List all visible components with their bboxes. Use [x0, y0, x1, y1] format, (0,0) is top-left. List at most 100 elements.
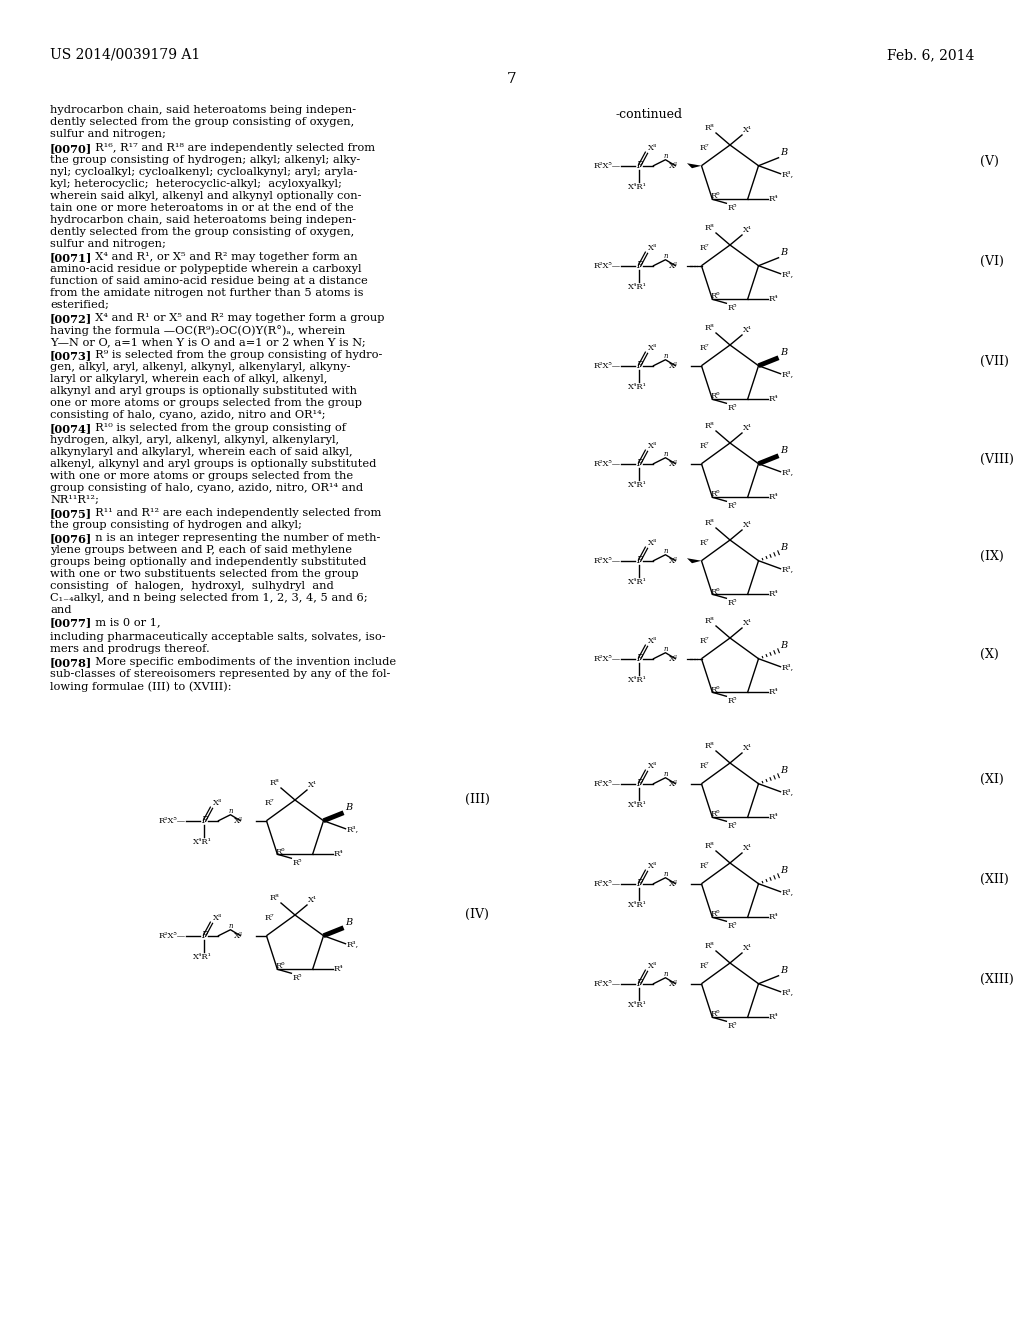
Text: R⁸: R⁸ [705, 519, 714, 527]
Text: X¹: X¹ [743, 744, 753, 752]
Text: P: P [202, 816, 208, 825]
Text: NR¹¹R¹²;: NR¹¹R¹²; [50, 495, 99, 506]
Text: X³: X³ [647, 636, 656, 644]
Text: R⁶: R⁶ [711, 392, 720, 400]
Text: R⁶: R⁶ [711, 1011, 720, 1019]
Text: R⁹ is selected from the group consisting of hydro-: R⁹ is selected from the group consisting… [88, 350, 382, 360]
Text: R¹⁶, R¹⁷ and R¹⁸ are independently selected from: R¹⁶, R¹⁷ and R¹⁸ are independently selec… [88, 143, 375, 153]
Text: R⁴: R⁴ [769, 296, 778, 304]
Text: lowing formulae (III) to (XVIII):: lowing formulae (III) to (XVIII): [50, 681, 231, 692]
Text: R⁴: R⁴ [334, 965, 343, 973]
Text: R⁶: R⁶ [275, 847, 285, 855]
Text: X¹: X¹ [308, 896, 317, 904]
Text: ylene groups between and P, each of said methylene: ylene groups between and P, each of said… [50, 545, 352, 554]
Text: R³,: R³, [781, 888, 794, 896]
Text: n: n [228, 921, 233, 929]
Text: tain one or more heteroatoms in or at the end of the: tain one or more heteroatoms in or at th… [50, 203, 353, 213]
Text: 7: 7 [507, 73, 517, 86]
Text: n: n [664, 770, 668, 777]
Text: C₁₋₄alkyl, and n being selected from 1, 2, 3, 4, 5 and 6;: C₁₋₄alkyl, and n being selected from 1, … [50, 593, 368, 603]
Text: X³: X³ [647, 762, 656, 770]
Text: R⁶: R⁶ [711, 911, 720, 919]
Text: R⁷: R⁷ [699, 862, 709, 870]
Text: R⁴: R⁴ [769, 395, 778, 404]
Text: R⁶: R⁶ [275, 962, 285, 970]
Text: R⁵: R⁵ [293, 859, 302, 867]
Text: X³: X³ [212, 799, 222, 807]
Text: amino-acid residue or polypeptide wherein a carboxyl: amino-acid residue or polypeptide wherei… [50, 264, 361, 275]
Text: X³: X³ [647, 244, 656, 252]
Text: dently selected from the group consisting of oxygen,: dently selected from the group consistin… [50, 117, 354, 127]
Text: X⁴R¹: X⁴R¹ [628, 182, 647, 190]
Text: X²: X² [670, 780, 679, 788]
Text: R⁴: R⁴ [769, 1014, 778, 1022]
Text: R⁵: R⁵ [293, 974, 302, 982]
Text: (VI): (VI) [980, 255, 1004, 268]
Text: X³: X³ [647, 144, 656, 152]
Text: (IV): (IV) [465, 908, 488, 921]
Text: B: B [780, 148, 787, 157]
Text: (X): (X) [980, 648, 998, 661]
Text: R⁸: R⁸ [705, 616, 714, 624]
Text: n: n [664, 351, 668, 360]
Text: (XII): (XII) [980, 873, 1009, 886]
Text: R²X⁵—: R²X⁵— [159, 932, 185, 940]
Text: R²X⁵—: R²X⁵— [593, 459, 621, 467]
Text: R⁷: R⁷ [699, 442, 709, 450]
Text: X¹: X¹ [743, 226, 753, 234]
Text: and: and [50, 605, 72, 615]
Text: R⁶: R⁶ [711, 193, 720, 201]
Text: B: B [780, 446, 787, 454]
Text: X¹: X¹ [743, 424, 753, 432]
Text: R³,: R³, [781, 370, 794, 378]
Text: R⁶: R⁶ [711, 293, 720, 301]
Text: B: B [780, 966, 787, 974]
Polygon shape [687, 164, 701, 168]
Text: R⁴: R⁴ [769, 913, 778, 921]
Text: R³,: R³, [781, 987, 794, 995]
Text: m is 0 or 1,: m is 0 or 1, [88, 616, 161, 627]
Text: X⁴R¹: X⁴R¹ [194, 953, 212, 961]
Text: R³,: R³, [781, 467, 794, 475]
Text: n: n [664, 252, 668, 260]
Text: X²: X² [670, 979, 679, 987]
Text: X³: X³ [647, 862, 656, 870]
Text: X²: X² [670, 162, 679, 170]
Text: R⁸: R⁸ [705, 224, 714, 232]
Text: X²: X² [670, 655, 679, 663]
Text: R²X⁵—: R²X⁵— [593, 780, 621, 788]
Text: (XIII): (XIII) [980, 973, 1014, 986]
Text: P: P [637, 779, 642, 788]
Text: R⁷: R⁷ [699, 540, 709, 548]
Text: R⁷: R⁷ [699, 345, 709, 352]
Text: n: n [664, 870, 668, 878]
Text: R³,: R³, [346, 940, 358, 948]
Text: P: P [637, 362, 642, 370]
Text: R⁴: R⁴ [769, 813, 778, 821]
Text: hydrogen, alkyl, aryl, alkenyl, alkynyl, alkenylaryl,: hydrogen, alkyl, aryl, alkenyl, alkynyl,… [50, 436, 339, 445]
Text: (V): (V) [980, 154, 998, 168]
Text: consisting  of  halogen,  hydroxyl,  sulhydryl  and: consisting of halogen, hydroxyl, sulhydr… [50, 581, 334, 591]
Text: n: n [228, 807, 233, 814]
Text: R⁷: R⁷ [699, 244, 709, 252]
Text: X⁴R¹: X⁴R¹ [628, 676, 647, 684]
Text: [0071]: [0071] [50, 252, 92, 263]
Text: including pharmaceutically acceptable salts, solvates, iso-: including pharmaceutically acceptable sa… [50, 632, 386, 642]
Text: X⁴R¹: X⁴R¹ [628, 282, 647, 290]
Text: n: n [664, 546, 668, 554]
Text: [0075]: [0075] [50, 508, 92, 519]
Text: X⁴ and R¹ or X⁵ and R² may together form a group: X⁴ and R¹ or X⁵ and R² may together form… [88, 313, 384, 323]
Text: X²: X² [670, 362, 679, 370]
Text: X¹: X¹ [743, 521, 753, 529]
Text: X²: X² [234, 932, 244, 940]
Text: R¹¹ and R¹² are each independently selected from: R¹¹ and R¹² are each independently selec… [88, 508, 381, 517]
Text: n: n [664, 450, 668, 458]
Text: gen, alkyl, aryl, alkenyl, alkynyl, alkenylaryl, alkyny-: gen, alkyl, aryl, alkenyl, alkynyl, alke… [50, 362, 350, 372]
Text: groups being optionally and independently substituted: groups being optionally and independentl… [50, 557, 367, 568]
Text: -continued: -continued [615, 108, 682, 121]
Text: sulfur and nitrogen;: sulfur and nitrogen; [50, 129, 166, 139]
Text: consisting of halo, cyano, azido, nitro and OR¹⁴;: consisting of halo, cyano, azido, nitro … [50, 411, 326, 420]
Text: X³: X³ [647, 539, 656, 546]
Text: R²X⁵—: R²X⁵— [593, 655, 621, 663]
Text: X⁴R¹: X⁴R¹ [194, 838, 212, 846]
